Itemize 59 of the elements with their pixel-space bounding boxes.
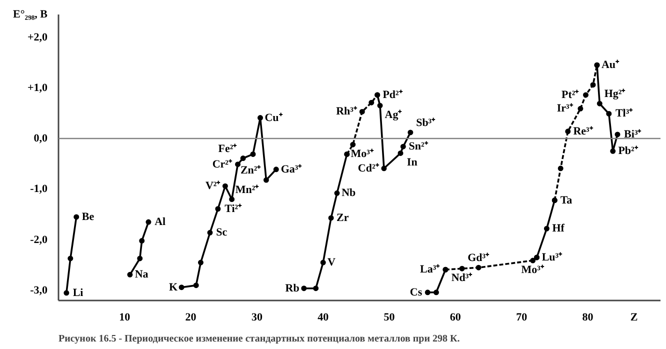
annotation: Zr — [336, 212, 349, 224]
annotation: V — [327, 256, 336, 269]
annotation: Sn²⁺ — [408, 140, 428, 153]
annotation: Li — [72, 286, 84, 299]
annotation: Na — [134, 268, 149, 281]
annotation: Gd³⁺ — [468, 252, 490, 264]
annotation: Hf — [552, 222, 565, 235]
x-tick-label: 30 — [251, 312, 263, 324]
annotation: Ag⁺ — [384, 109, 402, 122]
y-tick-label: +1,0 — [27, 82, 48, 94]
x-tick-label: 60 — [450, 312, 462, 324]
x-tick-label: 40 — [318, 312, 330, 324]
y-axis-title: E°₂₉₈, В — [13, 8, 48, 20]
text: Рисунок 16.5 - Периодическое изменение стандартных потенциалов металлов при 298 К. — [58, 334, 460, 344]
annotation: Cs — [410, 286, 423, 298]
x-tick-label: 50 — [384, 312, 396, 324]
y-tick-label: -1,0 — [30, 183, 48, 196]
annotation: Cd²⁺ — [358, 162, 380, 174]
y-tick-label: -2,0 — [30, 234, 48, 246]
annotation: Ga³⁺ — [280, 163, 302, 176]
annotation: Ta — [560, 194, 573, 206]
annotation: K — [168, 281, 178, 294]
y-tick-label: 0,0 — [34, 132, 48, 145]
x-tick-label: 70 — [516, 312, 528, 324]
annotation: Cr²⁺ — [212, 158, 232, 170]
annotation: Pb²⁺ — [618, 145, 638, 158]
annotation: Bi³⁺ — [624, 128, 642, 140]
annotation: Hg²⁺ — [604, 88, 626, 100]
annotation: Rb — [285, 282, 300, 294]
annotation: Tl³⁺ — [615, 108, 634, 120]
annotation: Mo³⁺ — [521, 264, 544, 276]
annotation: Nb — [342, 187, 356, 200]
annotation: Cu⁺ — [264, 112, 283, 124]
annotation: Ti²⁺ — [224, 202, 242, 215]
annotation: Pd²⁺ — [382, 88, 403, 101]
annotation: Sc — [216, 226, 228, 239]
annotation: Pt²⁺ — [562, 88, 580, 101]
annotation: V²⁺ — [205, 180, 221, 192]
annotation: Al — [154, 216, 166, 228]
annotation: Be — [82, 210, 94, 223]
y-tick-label: +2,0 — [27, 31, 48, 44]
annotation: Ir³⁺ — [556, 102, 574, 115]
annotation: La³⁺ — [420, 264, 440, 276]
x-tick-label: 10 — [119, 312, 131, 324]
annotation: Sb³⁺ — [416, 116, 436, 129]
annotation: Au⁺ — [601, 59, 620, 72]
annotation: Mn²⁺ — [235, 184, 260, 196]
annotation: Zn²⁺ — [240, 164, 262, 177]
annotation: Lu³⁺ — [542, 251, 563, 264]
annotation: Mo³⁺ — [350, 148, 374, 160]
annotation: Re³⁺ — [573, 125, 594, 138]
y-tick-label: -3,0 — [30, 284, 48, 296]
x-axis-title: Z — [630, 312, 638, 324]
annotation: In — [406, 156, 418, 169]
x-tick-label: 80 — [582, 312, 594, 324]
annotation: Nd³⁺ — [451, 272, 473, 284]
annotation: Rh³⁺ — [336, 106, 358, 118]
x-tick-label: 20 — [185, 312, 197, 324]
annotation: Fe²⁺ — [218, 142, 238, 155]
